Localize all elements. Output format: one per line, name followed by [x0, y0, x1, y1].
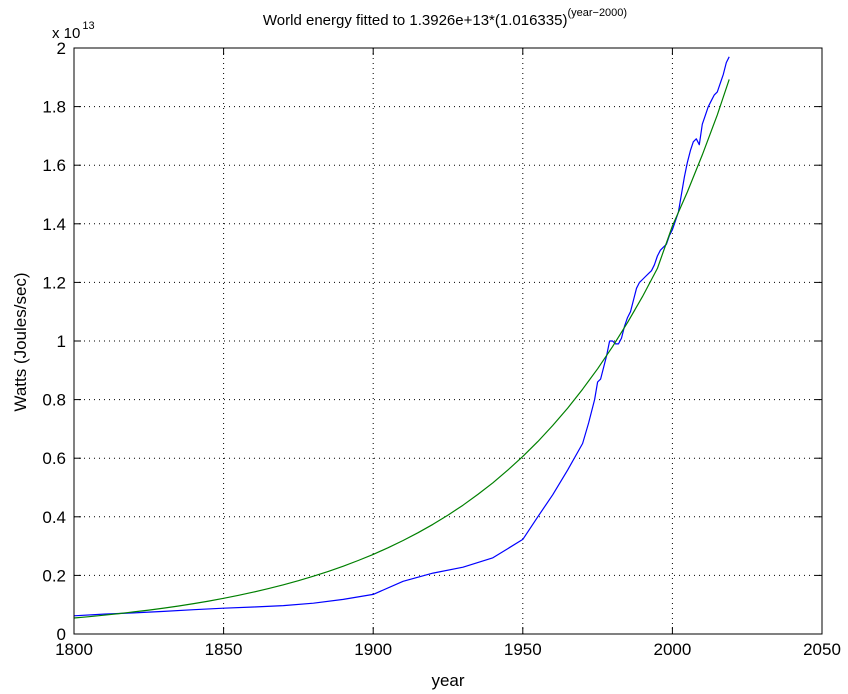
series-line-data: [73, 56, 730, 617]
x-tick-label: 1850: [205, 640, 243, 659]
y-axis-label: Watts (Joules/sec): [11, 272, 30, 411]
series-line-fit: [73, 79, 730, 619]
y-multiplier-base: x 10: [52, 25, 80, 42]
x-tick-label: 2050: [803, 640, 841, 659]
y-tick-label: 0.8: [42, 391, 66, 410]
tick-marks: [73, 47, 823, 635]
y-tick-label: 1.4: [42, 215, 66, 234]
y-multiplier-exponent: 13: [82, 20, 94, 32]
y-tick-label: 2: [57, 39, 66, 58]
y-tick-label: 0: [57, 625, 66, 644]
x-tick-label: 1950: [504, 640, 542, 659]
y-tick-label: 1.6: [42, 156, 66, 175]
y-tick-label: 1.2: [42, 273, 66, 292]
y-tick-labels: 0 0.2 0.4 0.6 0.8 1 1.2 1.4 1.6 1.8 2: [42, 39, 66, 644]
x-tick-label: 1800: [55, 640, 93, 659]
y-tick-label: 0.4: [42, 508, 66, 527]
x-tick-label: 2000: [653, 640, 691, 659]
y-tick-label: 1.8: [42, 98, 66, 117]
chart-title-main: World energy fitted to 1.3926e+13*(1.016…: [263, 12, 568, 29]
x-tick-labels: 1800 1850 1900 1950 2000 2050: [55, 640, 841, 659]
chart-title: World energy fitted to 1.3926e+13*(1.016…: [263, 7, 627, 29]
y-tick-label: 0.6: [42, 449, 66, 468]
y-tick-label: 0.2: [42, 566, 66, 585]
x-tick-label: 1900: [354, 640, 392, 659]
x-axis-label: year: [431, 671, 464, 690]
series-layer: [73, 56, 730, 619]
y-tick-label: 1: [57, 332, 66, 351]
chart-title-exponent: (year−2000): [567, 7, 627, 19]
y-multiplier: x 10 13: [52, 20, 95, 42]
